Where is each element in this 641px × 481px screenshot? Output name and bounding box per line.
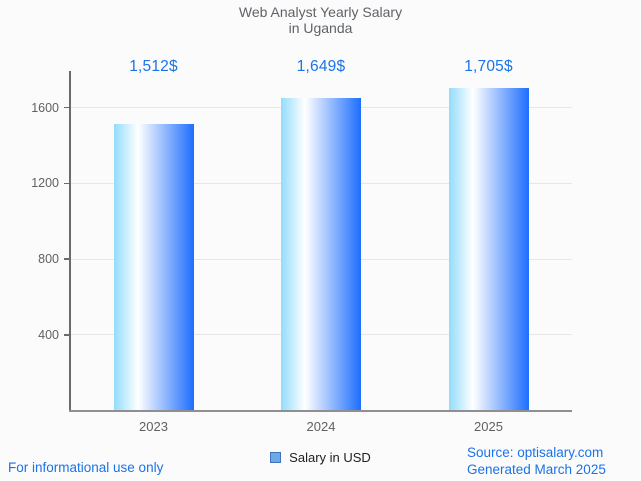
x-axis-label-2023: 2023 xyxy=(139,419,168,434)
y-tick-label-1600: 1600 xyxy=(31,100,59,115)
chart-title-line1: Web Analyst Yearly Salary xyxy=(238,4,403,20)
y-tick-1200 xyxy=(63,182,70,185)
x-axis-label-2025: 2025 xyxy=(474,419,503,434)
generated-date: Generated March 2025 xyxy=(467,461,606,477)
value-label-2023: 1,512$ xyxy=(129,58,178,75)
y-tick-400 xyxy=(63,334,70,336)
y-tick-label-1200: 1200 xyxy=(31,176,59,191)
chart-title: Web Analyst Yearly Salary in Uganda xyxy=(0,4,641,36)
value-label-2024: 1,649$ xyxy=(296,58,346,75)
footer-source-block: Source: optisalary.com Generated March 2… xyxy=(467,445,606,478)
bar-2023[interactable] xyxy=(113,124,194,411)
y-tick-1600 xyxy=(63,106,70,109)
y-axis-line xyxy=(69,71,71,411)
y-tick-label-800: 800 xyxy=(38,252,59,267)
bar-2025[interactable] xyxy=(448,87,529,411)
bar-2024[interactable] xyxy=(281,98,361,411)
y-tick-label-400: 400 xyxy=(38,327,59,342)
x-axis-line xyxy=(69,410,572,412)
legend[interactable]: Salary in USD xyxy=(0,450,641,465)
x-axis-label-2024: 2024 xyxy=(306,419,336,434)
footer-disclaimer: For informational use only xyxy=(8,460,164,475)
chart-title-line2: in Uganda xyxy=(288,20,353,36)
value-label-2025: 1,705$ xyxy=(464,58,513,75)
y-tick-800 xyxy=(63,258,70,260)
legend-swatch-icon xyxy=(270,452,282,463)
legend-label: Salary in USD xyxy=(289,450,371,465)
source-link[interactable]: Source: optisalary.com xyxy=(467,445,604,460)
